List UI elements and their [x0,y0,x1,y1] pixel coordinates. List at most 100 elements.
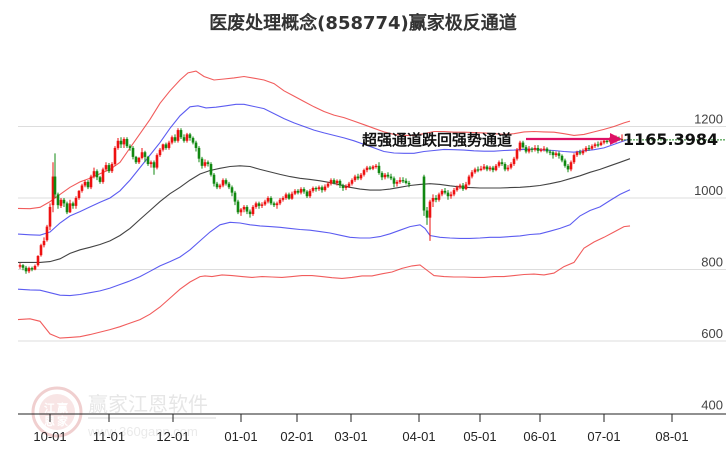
candle [527,148,531,152]
candle [590,146,594,149]
candlestick-series [18,128,624,274]
candle [599,142,603,146]
x-tick-label: 12-01 [156,429,189,444]
candle [551,152,555,156]
candle [434,198,438,200]
candle [455,187,459,191]
candle [593,144,597,147]
candle [503,164,507,170]
candle [536,147,540,151]
candle [305,191,309,197]
candle [401,180,405,182]
candle [197,147,201,159]
candle [584,147,588,151]
candle [524,147,528,152]
candle [365,167,369,171]
candle [581,150,585,154]
x-tick-label: 05-01 [463,429,496,444]
candle [287,194,291,199]
channel-annotation: 超强通道跌回强势通道 [361,131,512,149]
candle [281,198,285,200]
candle [74,198,78,206]
candle [380,172,384,178]
candle [48,206,52,227]
candle [137,157,141,163]
candle [344,186,348,188]
candle [140,152,144,158]
candle [30,268,34,270]
x-tick-label: 06-01 [523,429,556,444]
candle [224,180,228,184]
candle [33,265,37,270]
candle [155,155,159,168]
candle [326,183,330,187]
candle [185,134,189,141]
candle [146,156,150,165]
candle [104,165,108,170]
candle [128,146,132,148]
candle [488,167,492,170]
candle [335,180,339,183]
candle [119,140,123,145]
band-mid [18,158,631,263]
candle [113,147,117,165]
candle [131,147,135,157]
candle [278,199,282,204]
candle [437,194,441,200]
y-tick-label: 1000 [694,183,723,198]
candle [42,240,46,246]
candle [122,139,126,145]
candle [314,187,318,190]
candle [515,149,519,159]
arrow-head-icon [610,133,622,145]
candle [107,165,111,172]
candle [566,165,570,170]
candle [188,134,192,138]
candle [368,167,372,169]
candle [398,180,402,182]
candle [569,162,573,170]
candle [395,181,399,184]
candle [92,171,96,177]
candle [176,130,180,141]
y-axis: 400 600 800 1000 1200 [694,112,723,413]
candle [518,142,522,150]
candle [338,180,342,186]
grid-lines [18,126,726,342]
candle [545,148,549,152]
candle [95,171,99,178]
candle [71,203,75,206]
candle [143,152,147,157]
candle [605,140,609,142]
candle [77,190,81,198]
candle [173,137,177,141]
candle [482,166,486,169]
candle [212,174,216,184]
candle [218,185,222,188]
candle [479,168,483,171]
candle [290,193,294,199]
candle [158,149,162,156]
candle [27,268,31,272]
candle [323,186,327,191]
candle [554,153,558,156]
candle [509,164,513,168]
candle [374,165,378,168]
candle [602,140,606,143]
candle [182,137,186,141]
watermark-logo-char: 家 [57,414,69,428]
candle [152,162,156,168]
candle [461,185,465,190]
candle [254,203,258,207]
candle [149,162,153,165]
candle [164,144,168,148]
band-outer-lower [17,225,631,339]
candle [356,176,360,179]
candle [272,203,276,206]
band-inner-lower [17,189,631,297]
candle [269,198,273,204]
x-tick-label: 02-01 [280,429,313,444]
candle [51,176,55,206]
candle [263,201,267,205]
x-tick-label: 08-01 [655,429,688,444]
